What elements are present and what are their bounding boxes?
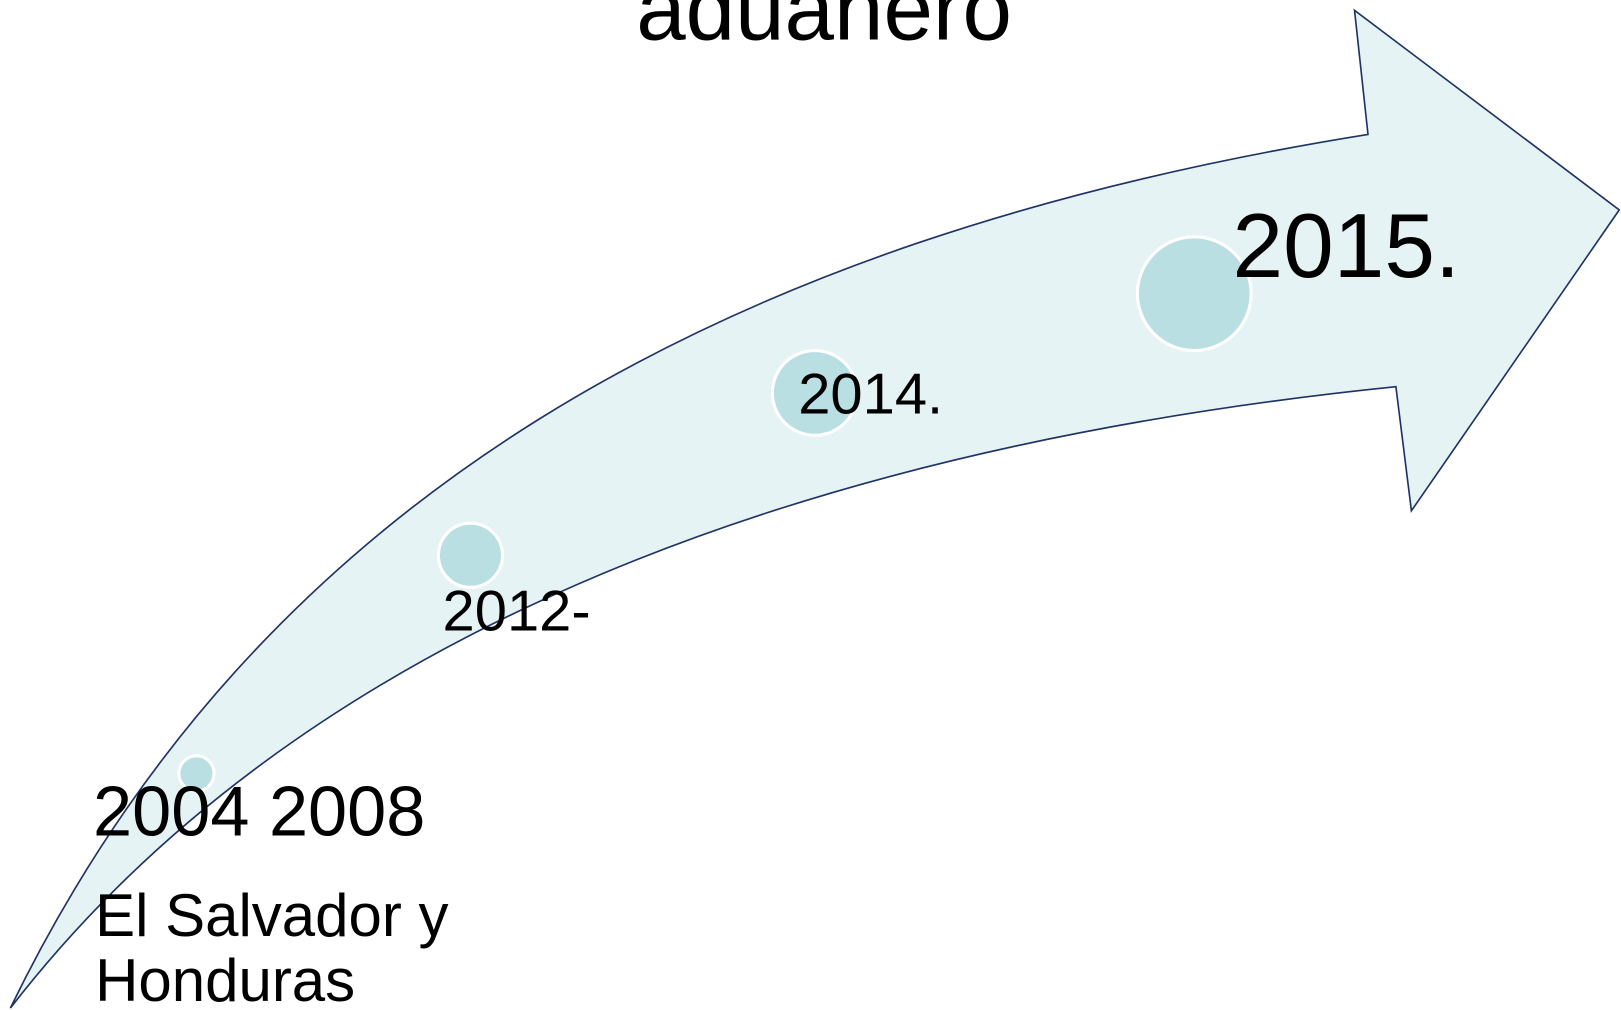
milestone-dot — [177, 754, 216, 793]
content: aduanero 2004 2008 El Salvador y Hondura… — [9, 0, 1621, 1010]
milestone-dot — [1135, 235, 1253, 353]
timeline-arrow — [9, 8, 1621, 1009]
milestone-dot — [436, 521, 505, 589]
milestone-dot — [770, 348, 859, 437]
milestone-label: 2012- — [443, 580, 591, 644]
milestone-description: Honduras — [95, 947, 355, 1010]
milestone-label: 2014. — [798, 363, 943, 427]
milestone-description: El Salvador y — [95, 882, 448, 949]
milestone-label: 2015. — [1233, 196, 1461, 297]
milestone-label: 2004 2008 — [93, 771, 425, 850]
title: aduanero — [636, 0, 1012, 58]
